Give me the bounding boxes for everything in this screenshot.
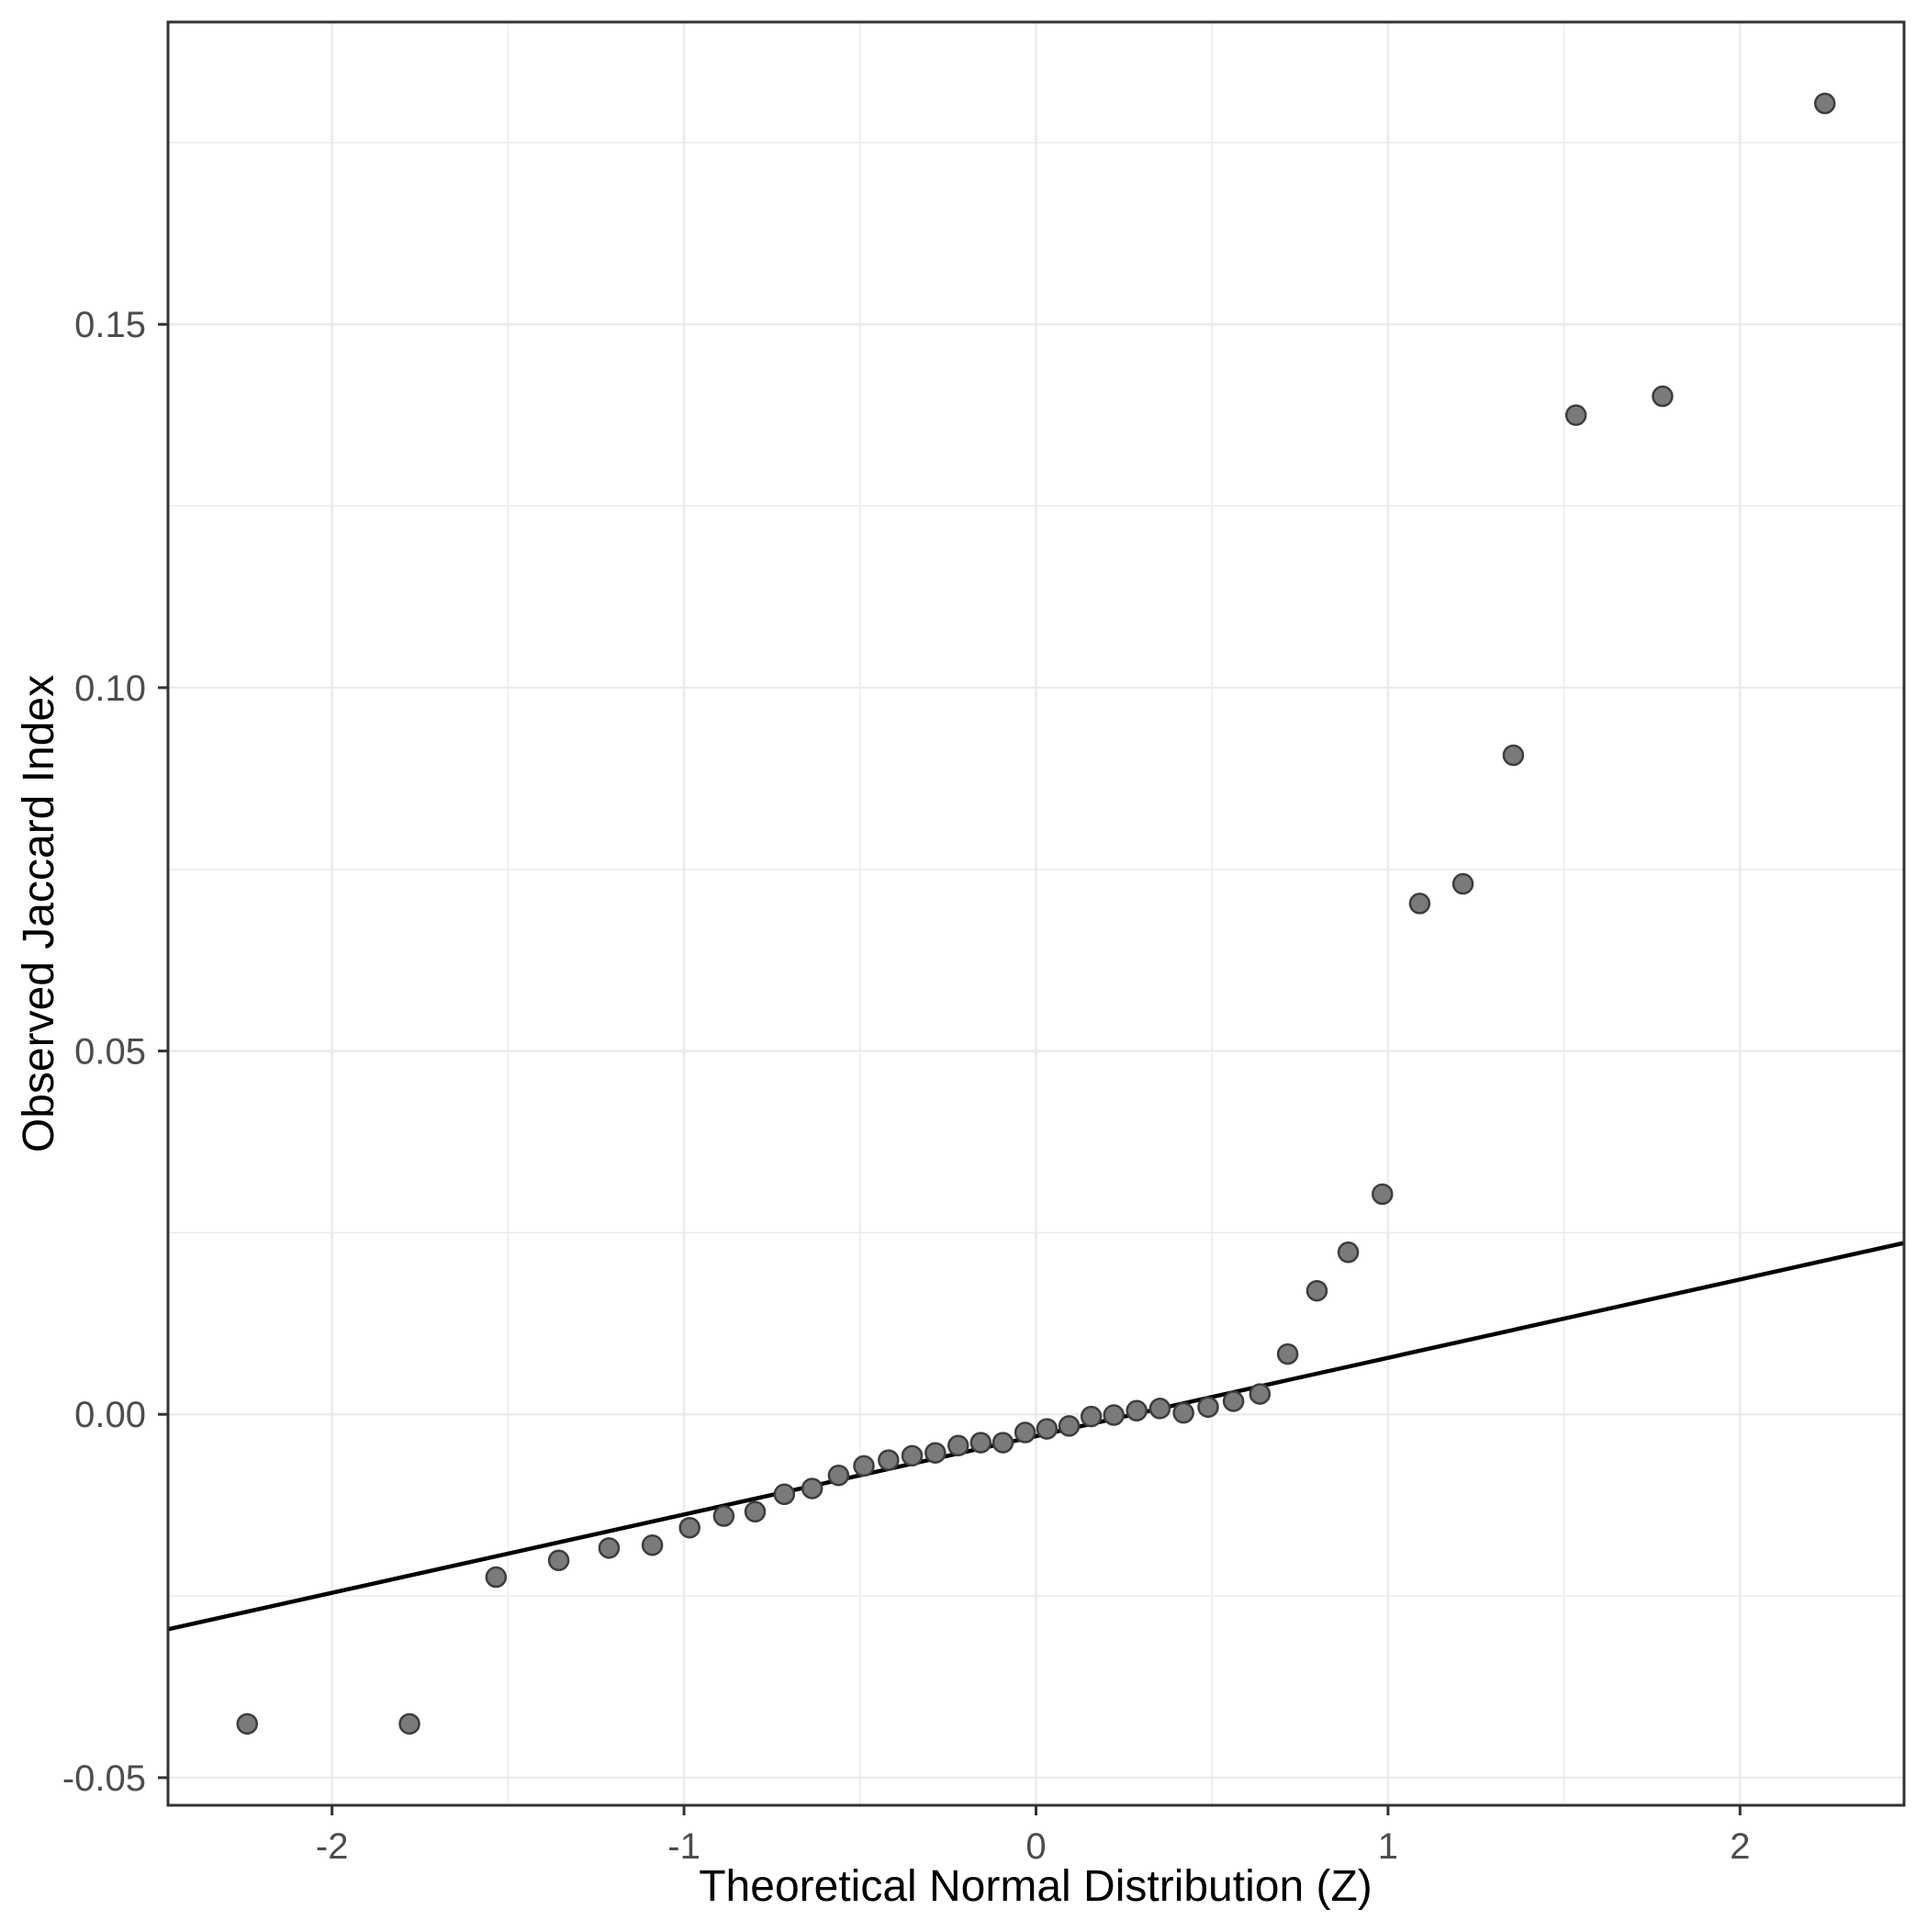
scatter-point [801,1477,823,1500]
x-tick-label: 2 [1730,1826,1750,1867]
x-tick-label: 0 [1025,1826,1046,1867]
x-tick-label: -2 [316,1826,349,1867]
scatter-point [1451,872,1474,895]
scatter-point [901,1444,924,1467]
scatter-point [1080,1405,1103,1428]
scatter-point [1337,1241,1360,1264]
scatter-point [1126,1399,1148,1422]
scatter-point [1372,1183,1394,1206]
data-points [236,92,1836,1735]
x-tick-label: 1 [1378,1826,1398,1867]
y-tick-label: 0.05 [74,1032,146,1073]
scatter-point [744,1500,767,1523]
scatter-point [678,1516,700,1539]
scatter-point [1249,1383,1272,1405]
reference-line [167,1241,1905,1632]
scatter-point [712,1505,735,1527]
scatter-point [1172,1401,1194,1424]
y-tick-label: -0.05 [62,1758,146,1799]
scatter-point [992,1432,1014,1454]
scatter-point [947,1434,969,1457]
scatter-point [236,1713,259,1735]
y-tick-label: 0.15 [74,305,146,345]
scatter-point [1813,92,1836,115]
scatter-point [398,1713,420,1735]
y-axis-title: Observed Jaccard Index [15,675,63,1152]
scatter-point [641,1533,664,1556]
scatter-point [1148,1398,1171,1420]
scatter-point [1222,1390,1245,1412]
scatter-point [853,1455,875,1477]
y-axis-tick-labels: -0.05 0.00 0.05 0.10 0.15 [62,305,146,1799]
grid-major-lines [168,22,1904,1805]
scatter-point [969,1432,992,1454]
y-tick-label: 0.00 [74,1395,146,1435]
scatter-point [1197,1396,1219,1419]
scatter-point [924,1442,947,1464]
scatter-point [1014,1421,1036,1443]
y-axis-ticks [158,322,168,1780]
scatter-point [1408,893,1431,915]
scatter-point [598,1537,621,1559]
x-axis-title: Theoretical Normal Distribution (Z) [699,1862,1372,1911]
scatter-point [1564,404,1587,426]
scatter-point [485,1566,508,1589]
scatter-point [1276,1342,1299,1365]
x-axis-tick-labels: -2 -1 0 1 2 [316,1826,1751,1867]
scatter-point [1652,385,1674,408]
scatter-point [1103,1404,1125,1426]
x-tick-label: -1 [667,1826,700,1867]
scatter-point [1058,1415,1081,1437]
y-tick-label: 0.10 [74,668,146,709]
scatter-point [1502,744,1525,767]
scatter-point [1305,1279,1328,1302]
scatter-point [827,1464,850,1487]
scatter-point [547,1549,570,1572]
x-axis-ticks [331,1805,1742,1815]
scatter-point [878,1449,900,1471]
scatter-point [773,1483,796,1506]
scatter-point [1036,1418,1059,1440]
qq-reference-line [167,1241,1905,1632]
